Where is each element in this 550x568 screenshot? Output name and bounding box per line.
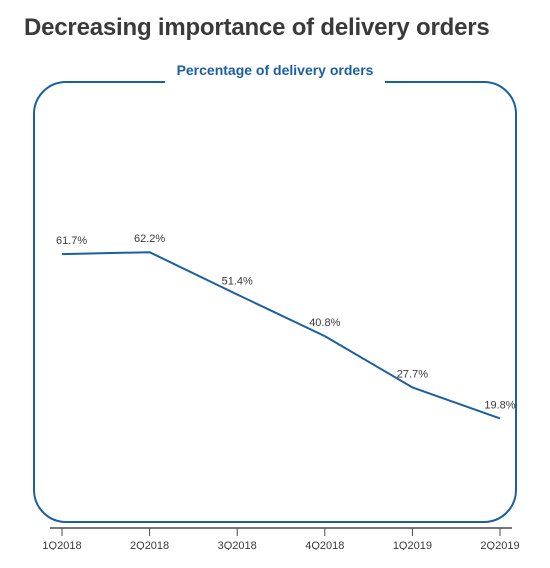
x-axis-label: 1Q2018: [42, 540, 81, 550]
chart-page: Decreasing importance of delivery orders…: [0, 0, 550, 568]
x-axis-label: 2Q2019: [480, 540, 519, 550]
data-label: 51.4%: [222, 276, 253, 288]
x-axis-label: 3Q2018: [218, 540, 257, 550]
chart-frame: [34, 82, 516, 522]
chart-subtitle: Percentage of delivery orders: [0, 62, 550, 78]
x-axis-label: 1Q2019: [393, 540, 432, 550]
data-label: 27.7%: [397, 368, 428, 380]
page-title: Decreasing importance of delivery orders: [24, 14, 490, 42]
data-label: 62.2%: [134, 233, 165, 245]
chart-svg: 61.7% 62.2% 51.4% 40.8% 27.7% 19.8% 1Q2018 2Q20…: [24, 78, 526, 550]
x-axis-label: 4Q2018: [305, 540, 344, 550]
line-chart: 61.7% 62.2% 51.4% 40.8% 27.7% 19.8% 1Q2018 2Q20…: [24, 78, 526, 550]
x-axis-label: 2Q2018: [130, 540, 169, 550]
data-label: 40.8%: [309, 317, 340, 329]
data-label: 19.8%: [484, 399, 515, 411]
data-label: 61.7%: [56, 235, 87, 247]
data-line: [62, 252, 500, 418]
